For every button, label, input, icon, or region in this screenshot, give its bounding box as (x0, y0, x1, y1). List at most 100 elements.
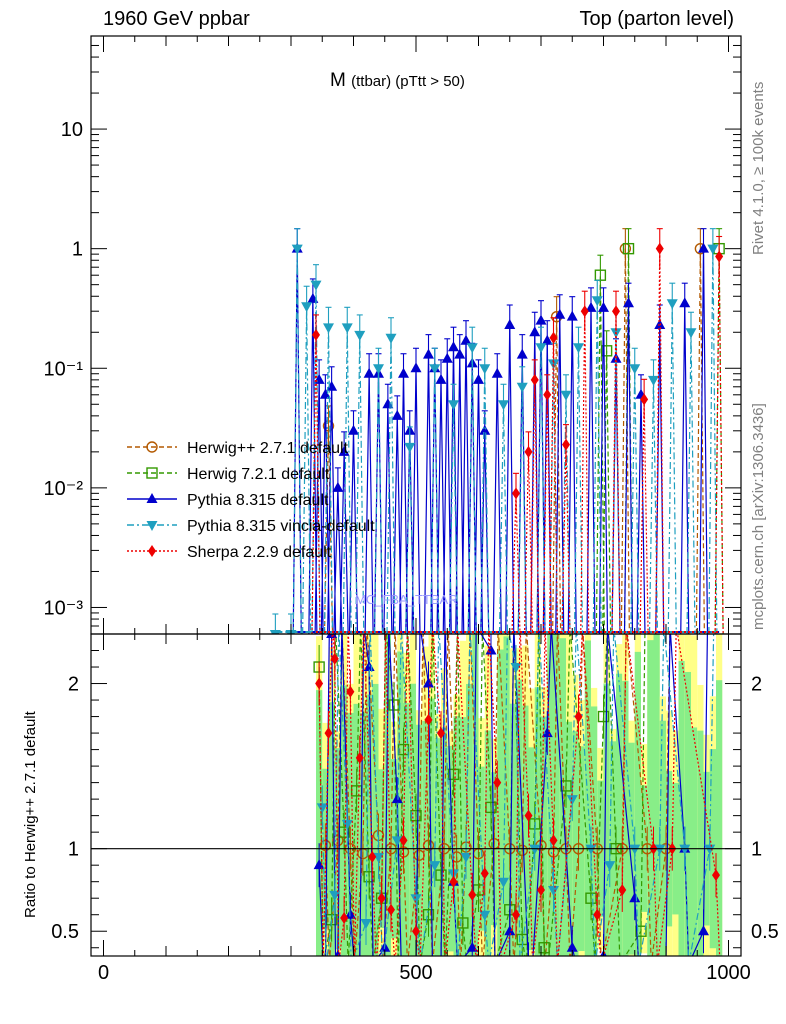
point-pythia (319, 388, 331, 399)
point-vincia (535, 343, 547, 354)
band-green (684, 671, 691, 956)
legend: Herwig++ 2.7.1 default Herwig 7.2.1 defau… (127, 440, 375, 561)
header-right: Top (parton level) (579, 8, 734, 30)
point-vincia (404, 442, 416, 453)
point-vincia (479, 364, 491, 375)
point-vincia (354, 330, 366, 341)
ratio-point-sherpa (712, 869, 720, 882)
point-vincia (560, 390, 572, 401)
ratio-point-vincia (629, 844, 641, 855)
ratio-vincia (316, 634, 716, 956)
point-herwigpp (322, 420, 335, 432)
ratio-point-vincia (548, 885, 559, 896)
legend-label: Herwig++ 2.7.1 default (187, 440, 349, 457)
band-green (409, 683, 416, 956)
point-vincia (341, 323, 353, 334)
series-sherpa (311, 228, 724, 634)
ratio-point-herwigpp (319, 839, 332, 852)
ratio-point-herwig7 (457, 917, 469, 929)
band-green (691, 727, 698, 956)
point-pythia (535, 314, 547, 325)
legend-label: Herwig 7.2.1 default (187, 466, 330, 483)
axes: 10 1 10⁻¹ 10⁻² 10⁻³ 0.5 0.5 1 1 2 2 0 500 1000 (44, 35, 779, 984)
point-pythia (326, 380, 338, 391)
point-sherpa (655, 242, 664, 255)
point-vincia (573, 343, 584, 354)
band-green (466, 683, 473, 956)
ratio-point-pythia (541, 727, 553, 738)
main-y-tick-label: 1 (72, 239, 83, 261)
ratio-point-pythia (391, 793, 403, 804)
ratio-point-herwigpp (332, 834, 344, 847)
point-herwig7 (600, 345, 613, 357)
ratio-point-sherpa (437, 727, 445, 740)
band-green (472, 634, 479, 956)
point-vincia (591, 296, 603, 307)
point-vincia (373, 364, 384, 375)
band-green (622, 680, 629, 956)
point-herwig7 (622, 242, 635, 255)
ratio-point-herwig7 (560, 780, 572, 792)
ratio-point-pythia (504, 925, 516, 936)
plot-title-sub: (ttbar) (pTtt > 50) (351, 73, 465, 90)
point-pythia (479, 424, 491, 435)
ratio-point-vincia (529, 844, 541, 855)
point-pythia (473, 373, 484, 384)
band-green (328, 702, 335, 956)
point-pythia (566, 310, 578, 321)
ratio-y-tick-label-right: 0.5 (751, 921, 779, 943)
point-pythia (391, 409, 403, 420)
ratio-point-sherpa (315, 677, 324, 690)
point-pythia (441, 352, 453, 363)
ratio-point-sherpa (355, 751, 364, 764)
point-pythia (698, 242, 709, 253)
ratio-point-herwig7 (585, 892, 597, 904)
point-pythia (679, 297, 691, 308)
point-vincia (323, 323, 334, 334)
ratio-point-herwig7 (597, 710, 610, 723)
point-vincia (429, 364, 441, 375)
x-tick-label: 1000 (706, 962, 751, 984)
ratio-point-pythia (354, 958, 365, 968)
header-left: 1960 GeV ppbar (103, 8, 250, 30)
ratio-point-herwig7 (447, 768, 460, 781)
ratio-point-sherpa (537, 883, 545, 896)
ratio-point-pythia (313, 859, 325, 870)
ratio-point-sherpa (618, 883, 627, 896)
point-pythia (348, 424, 359, 435)
point-pythia (448, 341, 459, 352)
point-pythia (332, 481, 344, 492)
plot-title-main: M (330, 70, 346, 91)
band-green (509, 703, 516, 956)
ratio-y-tick-label-right: 2 (751, 674, 762, 696)
band-green (353, 703, 360, 956)
point-vincia (291, 244, 303, 255)
point-pythia (435, 373, 447, 384)
ratio-point-vincia (585, 844, 597, 855)
ratio-panel-series (313, 634, 721, 968)
legend-entry: Herwig 7.2.1 default (127, 466, 330, 483)
ratio-point-herwig7 (422, 909, 435, 921)
legend-entry: Pythia 8.315 vincia-default (127, 518, 375, 535)
ratio-point-vincia (679, 844, 691, 855)
point-sherpa (580, 305, 589, 318)
ratio-point-vincia (341, 819, 353, 830)
ratio-point-sherpa (412, 925, 420, 938)
ratio-point-herwigpp (422, 839, 435, 852)
ratio-point-sherpa (324, 727, 333, 740)
ratio-y-tick-label: 0.5 (51, 921, 79, 943)
band-green (541, 716, 548, 956)
ratio-point-vincia (566, 795, 578, 806)
ratio-point-sherpa (399, 834, 408, 847)
ratio-point-sherpa (468, 888, 477, 901)
legend-label: Pythia 8.315 default (187, 492, 329, 509)
main-panel-series (269, 228, 725, 634)
legend-marker (148, 545, 156, 557)
point-sherpa (512, 487, 520, 500)
main-y-tick-label: 10⁻² (44, 478, 84, 500)
ratio-herwig7 (313, 634, 647, 956)
band-green (384, 634, 391, 956)
point-pythia (460, 334, 472, 345)
watermark: MC_FBA_TTBAR (355, 592, 458, 607)
point-pythia (504, 319, 516, 330)
